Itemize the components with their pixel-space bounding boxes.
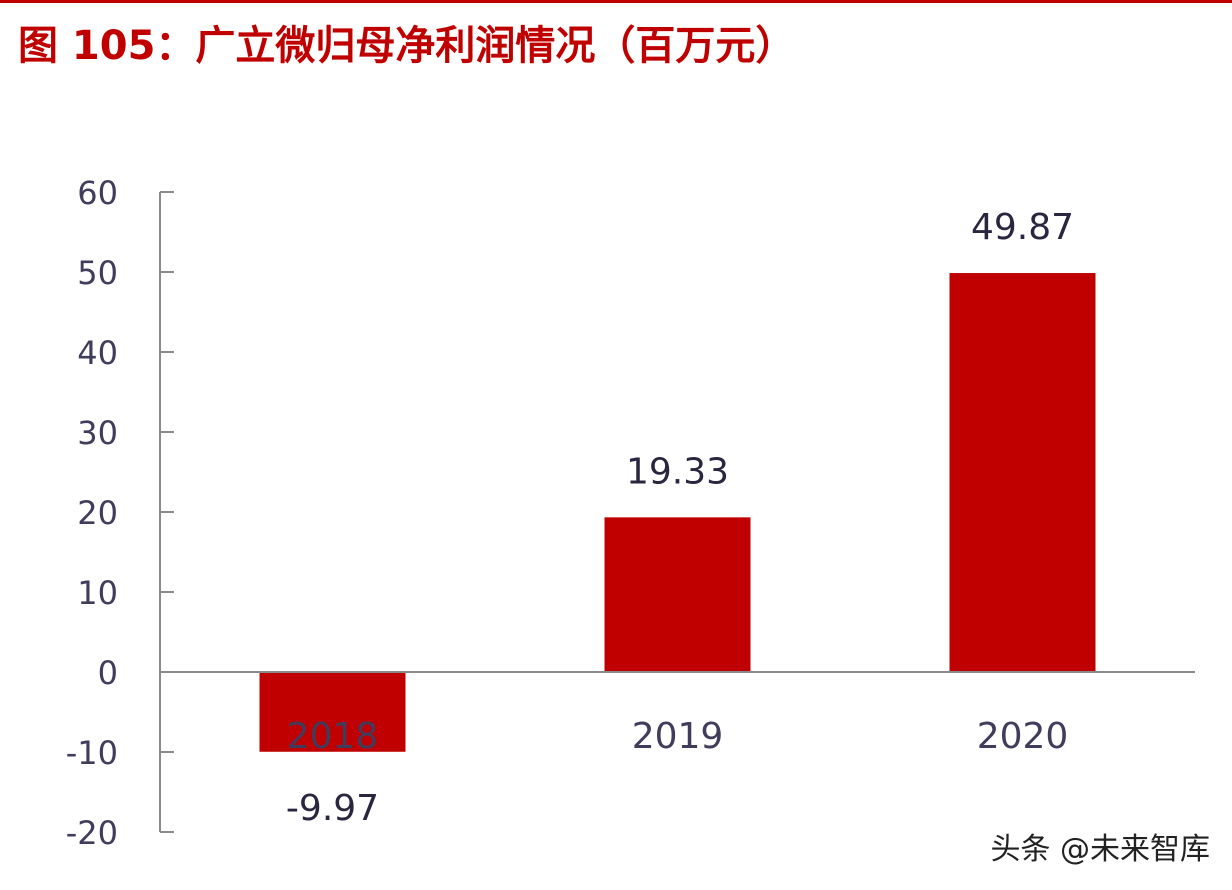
- y-tick-label: 60: [77, 174, 118, 212]
- figure-title: 图 105：广立微归母净利润情况（百万元）: [18, 23, 796, 69]
- x-category-label: 2018: [287, 716, 379, 757]
- bar-2019: [604, 517, 751, 672]
- x-category-label: 2020: [977, 716, 1069, 757]
- y-tick-label: -20: [66, 814, 118, 852]
- bars-group: [259, 273, 1096, 752]
- y-tick-label: 30: [77, 414, 118, 452]
- data-value-label: 19.33: [626, 451, 729, 492]
- bar-2020: [949, 273, 1096, 672]
- watermark: 头条 @未来智库: [990, 832, 1210, 867]
- y-tick-label: 50: [77, 254, 118, 292]
- title-top-rule: [0, 0, 1232, 3]
- data-value-label: 49.87: [971, 207, 1074, 248]
- data-value-label: -9.97: [286, 788, 379, 829]
- y-tick-label: -10: [66, 734, 118, 772]
- y-tick-label: 0: [98, 654, 118, 692]
- labels-group: 60 50 40 30 20 10 0 -10 -20 2018 -9.97 2019 19.33 202…: [66, 174, 1074, 852]
- y-tick-label: 20: [77, 494, 118, 532]
- y-tick-label: 40: [77, 334, 118, 372]
- x-category-label: 2019: [632, 716, 724, 757]
- axes-group: [159, 191, 1195, 833]
- y-tick-label: 10: [77, 574, 118, 612]
- bar-2018: [259, 672, 406, 752]
